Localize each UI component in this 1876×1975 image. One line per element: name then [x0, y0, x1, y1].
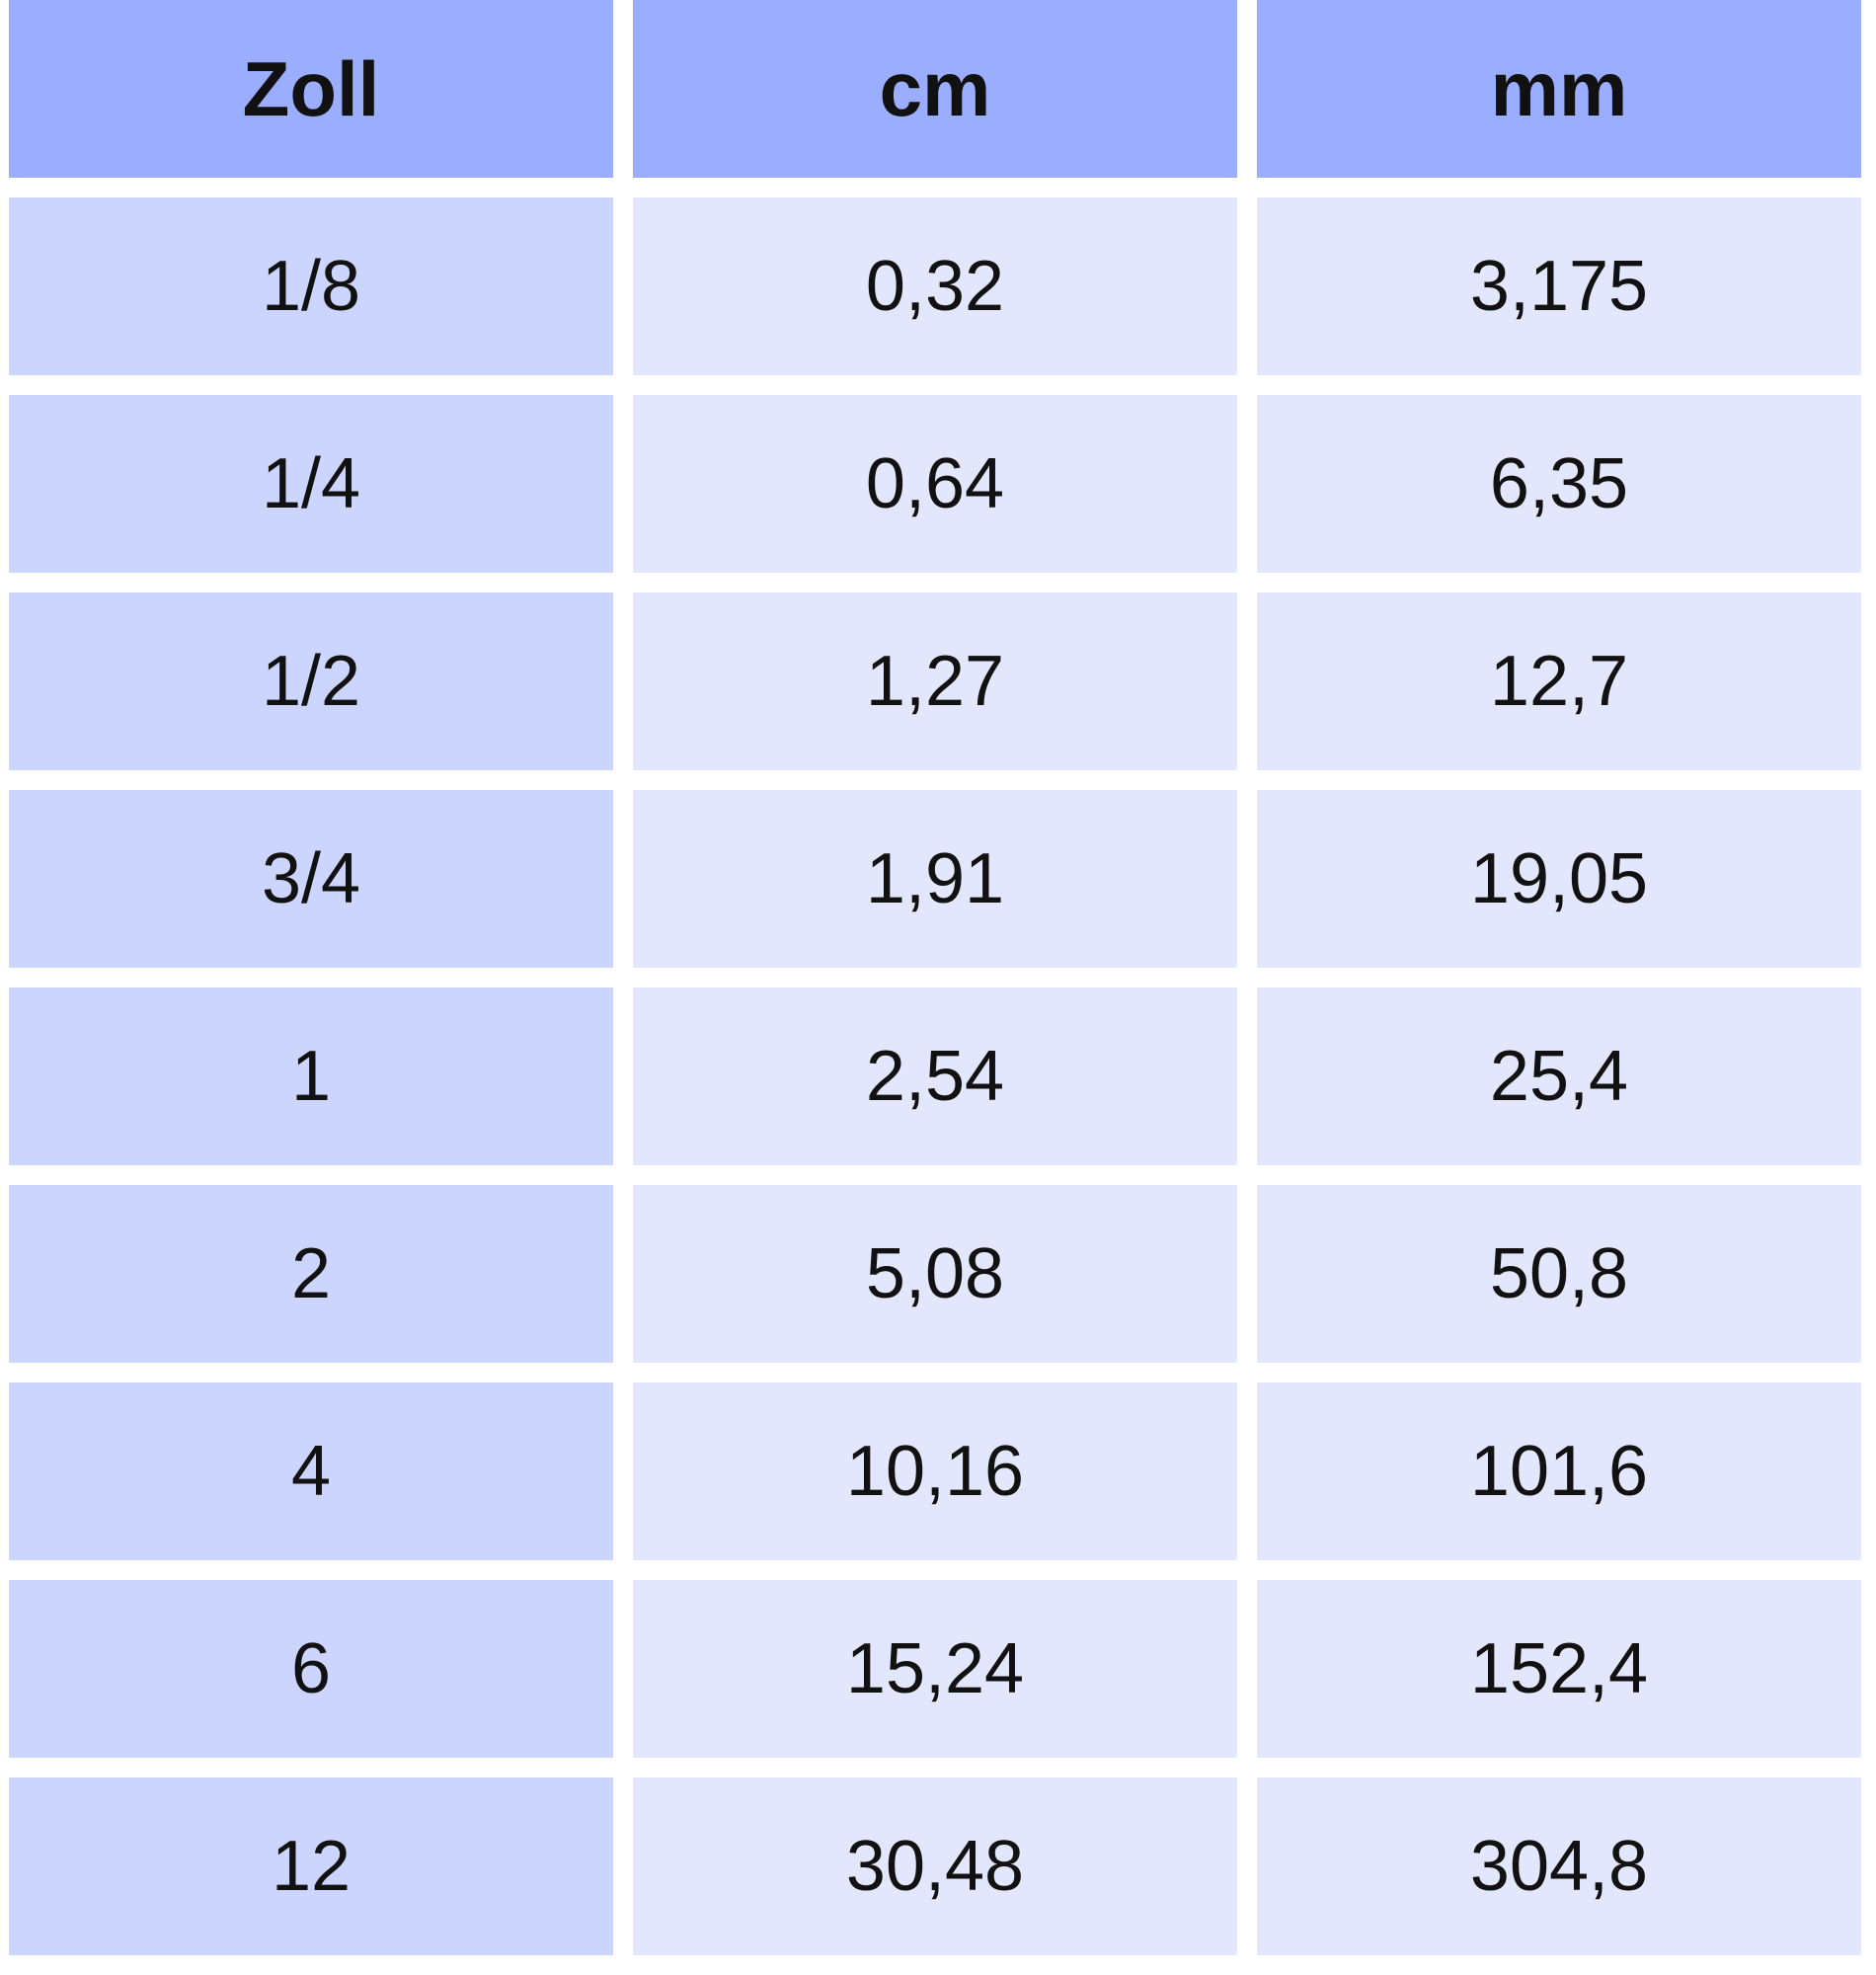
header-zoll: Zoll — [9, 0, 613, 178]
table-cell-cm: 1,27 — [633, 592, 1237, 770]
table-cell-mm: 19,05 — [1257, 790, 1861, 968]
table-cell-mm: 6,35 — [1257, 395, 1861, 573]
table-cell-zoll: 1/4 — [9, 395, 613, 573]
table-cell-mm: 304,8 — [1257, 1778, 1861, 1955]
table-cell-cm: 5,08 — [633, 1185, 1237, 1363]
table-cell-mm: 101,6 — [1257, 1382, 1861, 1560]
table-cell-cm: 30,48 — [633, 1778, 1237, 1955]
table-cell-mm: 152,4 — [1257, 1580, 1861, 1758]
table-cell-mm: 50,8 — [1257, 1185, 1861, 1363]
header-mm: mm — [1257, 0, 1861, 178]
table-cell-zoll: 6 — [9, 1580, 613, 1758]
table-cell-mm: 12,7 — [1257, 592, 1861, 770]
table-cell-mm: 25,4 — [1257, 988, 1861, 1165]
table-cell-cm: 0,32 — [633, 198, 1237, 375]
table-cell-zoll: 1/2 — [9, 592, 613, 770]
table-cell-cm: 10,16 — [633, 1382, 1237, 1560]
table-cell-cm: 15,24 — [633, 1580, 1237, 1758]
table-cell-cm: 2,54 — [633, 988, 1237, 1165]
header-cm: cm — [633, 0, 1237, 178]
table-cell-zoll: 1 — [9, 988, 613, 1165]
table-cell-cm: 0,64 — [633, 395, 1237, 573]
table-cell-zoll: 4 — [9, 1382, 613, 1560]
conversion-table: Zoll cm mm 1/8 0,32 3,175 1/4 0,64 6,35 … — [9, 0, 1862, 1955]
table-cell-zoll: 1/8 — [9, 198, 613, 375]
table-cell-zoll: 2 — [9, 1185, 613, 1363]
table-cell-zoll: 3/4 — [9, 790, 613, 968]
table-cell-zoll: 12 — [9, 1778, 613, 1955]
table-cell-mm: 3,175 — [1257, 198, 1861, 375]
table-cell-cm: 1,91 — [633, 790, 1237, 968]
